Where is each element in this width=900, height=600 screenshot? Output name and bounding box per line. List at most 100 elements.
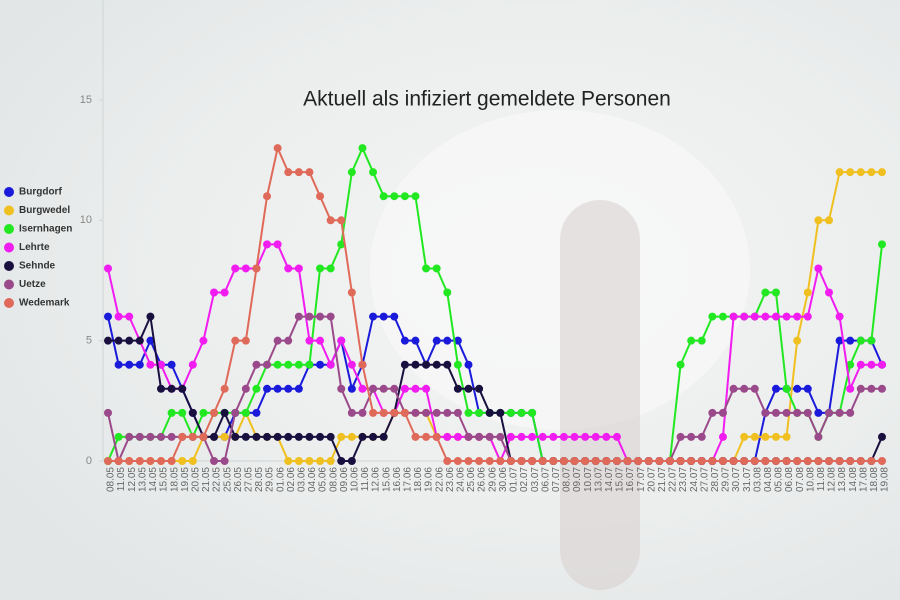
y-tick-label: 10 — [80, 214, 92, 226]
data-point — [708, 312, 717, 321]
data-point — [347, 457, 356, 465]
data-point — [803, 384, 812, 393]
data-point — [188, 432, 197, 441]
data-point — [559, 432, 568, 441]
x-tick-label: 16.07 — [625, 467, 636, 492]
data-point — [369, 312, 378, 321]
data-point — [687, 336, 696, 345]
legend-label: Burgdorf — [19, 187, 62, 198]
x-tick-label: 07.07 — [551, 467, 562, 492]
data-point — [220, 384, 229, 393]
x-tick-label: 11.08 — [816, 467, 827, 492]
data-point — [326, 312, 335, 321]
data-point — [570, 432, 579, 441]
data-point — [305, 457, 314, 465]
data-point — [612, 457, 621, 465]
data-point — [422, 264, 431, 273]
data-point — [570, 457, 579, 465]
data-point — [347, 168, 356, 177]
data-point — [485, 408, 494, 417]
data-point — [125, 312, 134, 321]
data-point — [294, 360, 303, 369]
data-point — [485, 457, 494, 465]
data-point — [793, 408, 802, 417]
x-tick-label: 30.06 — [498, 467, 509, 492]
data-point — [411, 336, 420, 345]
data-point — [400, 384, 409, 393]
x-tick-label: 23.06 — [445, 467, 456, 492]
data-point — [878, 457, 886, 465]
data-point — [634, 457, 643, 465]
data-point — [814, 432, 823, 441]
data-point — [867, 457, 876, 465]
data-point — [390, 312, 399, 321]
data-point — [422, 384, 431, 393]
data-point — [400, 360, 409, 369]
data-point — [125, 336, 134, 345]
data-point — [846, 384, 855, 393]
x-tick-label: 09.06 — [339, 467, 350, 492]
data-point — [846, 408, 855, 417]
x-tick-label: 04.06 — [307, 467, 318, 492]
data-point — [231, 432, 240, 441]
data-point — [273, 432, 282, 441]
data-point — [432, 432, 441, 441]
data-point — [718, 312, 727, 321]
data-point — [803, 408, 812, 417]
data-point — [856, 336, 865, 345]
x-tick-label: 18.05 — [169, 467, 180, 492]
data-point — [782, 457, 791, 465]
x-tick-label: 16.06 — [392, 467, 403, 492]
legend-marker — [4, 242, 14, 253]
data-point — [411, 360, 420, 369]
data-point — [782, 432, 791, 441]
data-point — [337, 216, 346, 225]
x-tick-label: 28.05 — [254, 467, 265, 492]
data-point — [146, 432, 155, 441]
data-point — [814, 216, 823, 225]
data-point — [464, 384, 473, 393]
data-point — [708, 457, 717, 465]
data-point — [750, 457, 759, 465]
data-point — [358, 384, 367, 393]
data-point — [464, 360, 473, 369]
data-point — [771, 408, 780, 417]
x-tick-label: 26.06 — [477, 467, 488, 492]
data-point — [294, 384, 303, 393]
data-point — [135, 360, 144, 369]
x-tick-label: 05.06 — [318, 467, 329, 492]
legend-marker — [4, 298, 14, 308]
data-point — [400, 336, 409, 345]
x-tick-label: 15.07 — [615, 467, 626, 492]
data-point — [475, 457, 484, 465]
data-point — [549, 432, 558, 441]
x-tick-label: 11.06 — [360, 467, 371, 492]
data-point — [538, 432, 547, 441]
data-point — [379, 408, 388, 417]
legend-label: Isernhagen — [19, 224, 72, 235]
x-tick-label: 02.07 — [519, 467, 530, 492]
data-point — [252, 360, 261, 369]
data-point — [157, 360, 166, 369]
x-tick-label: 27.05 — [243, 467, 254, 492]
data-point — [771, 457, 780, 465]
data-point — [114, 360, 123, 369]
data-point — [867, 168, 876, 177]
data-point — [475, 408, 484, 417]
data-point — [104, 457, 112, 465]
data-point — [517, 457, 526, 465]
data-point — [390, 192, 399, 201]
data-point — [432, 360, 441, 369]
data-point — [453, 457, 462, 465]
data-point — [294, 432, 303, 441]
data-point — [496, 432, 505, 441]
data-point — [337, 336, 346, 345]
data-point — [114, 457, 123, 465]
data-point — [146, 360, 155, 369]
data-point — [220, 432, 229, 441]
data-point — [157, 384, 166, 393]
data-point — [178, 408, 187, 417]
data-point — [252, 264, 261, 273]
data-point — [337, 384, 346, 393]
data-point — [422, 360, 431, 369]
